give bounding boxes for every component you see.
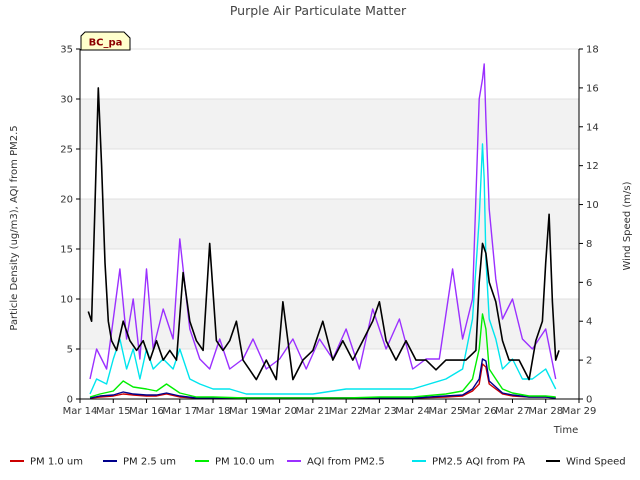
y2-tick-label: 14 [586, 122, 599, 133]
x-tick-label: Mar 19 [229, 406, 264, 417]
y2-tick-label: 8 [586, 239, 592, 250]
y2-tick-label: 2 [586, 356, 592, 367]
y-tick-label: 20 [60, 195, 73, 206]
x-tick-label: Mar 28 [528, 406, 563, 417]
y-tick-label: 25 [60, 145, 73, 156]
x-tick-label: Mar 20 [262, 406, 297, 417]
site-label-frame [80, 31, 131, 51]
legend-label: AQI from PM2.5 [307, 457, 385, 468]
x-tick-label: Mar 29 [562, 406, 597, 417]
y2-tick-label: 0 [586, 395, 592, 406]
series-line-pm-10-0-um [89, 313, 556, 399]
x-tick-label: Mar 23 [362, 406, 397, 417]
x-tick-label: Mar 27 [495, 406, 530, 417]
x-tick-label: Mar 26 [462, 406, 497, 417]
x-tick-label: Mar 17 [162, 406, 197, 417]
x-tick-label: Mar 14 [63, 406, 98, 417]
legend: PM 1.0 um PM 2.5 um PM 10.0 um AQI from PM2… [10, 457, 626, 468]
legend-label: Wind Speed [566, 457, 626, 468]
y2-tick-label: 6 [586, 278, 592, 289]
y-tick-label: 0 [67, 395, 73, 406]
background-bands [80, 99, 579, 349]
y-tick-label: 35 [60, 45, 73, 56]
x-tick-label: Mar 16 [129, 406, 164, 417]
y-tick-label: 10 [60, 295, 73, 306]
chart-title: Purple Air Particulate Matter [230, 3, 407, 18]
y2-tick-label: 4 [586, 317, 592, 328]
y-axis-title: Particle Density (ug/m3), AQI from PM2.5 [9, 125, 20, 330]
series-line-wind-speed [87, 87, 560, 381]
x-tick-label: Mar 24 [395, 406, 430, 417]
site-label: BC_pa [89, 38, 123, 49]
y-tick-label: 30 [60, 95, 73, 106]
y2-axis-title: Wind Speed (m/s) [622, 181, 633, 270]
y-tick-label: 5 [67, 345, 73, 356]
grid-band [80, 99, 579, 149]
series-lines [87, 63, 560, 399]
y2-tick-label: 12 [586, 161, 599, 172]
series-line-pm2-5-aqi-from-pa [89, 143, 557, 395]
y2-tick-label: 18 [586, 45, 599, 56]
y2-tick-label: 10 [586, 200, 599, 211]
grid-band [80, 199, 579, 249]
y-tick-label: 15 [60, 245, 73, 256]
y2-tick-label: 16 [586, 83, 599, 94]
legend-label: PM2.5 AQI from PA [432, 457, 525, 468]
legend-label: PM 1.0 um [30, 457, 83, 468]
x-axis-title: Time [553, 425, 578, 436]
x-tick-label: Mar 15 [96, 406, 131, 417]
site-label-box: BC_pa [80, 31, 131, 51]
x-tick-label: Mar 22 [329, 406, 364, 417]
legend-label: PM 2.5 um [123, 457, 176, 468]
series-line-aqi-from-pm2-5 [89, 63, 557, 380]
legend-label: PM 10.0 um [215, 457, 274, 468]
x-tick-label: Mar 25 [429, 406, 464, 417]
x-tick-label: Mar 21 [295, 406, 330, 417]
x-tick-label: Mar 18 [196, 406, 231, 417]
